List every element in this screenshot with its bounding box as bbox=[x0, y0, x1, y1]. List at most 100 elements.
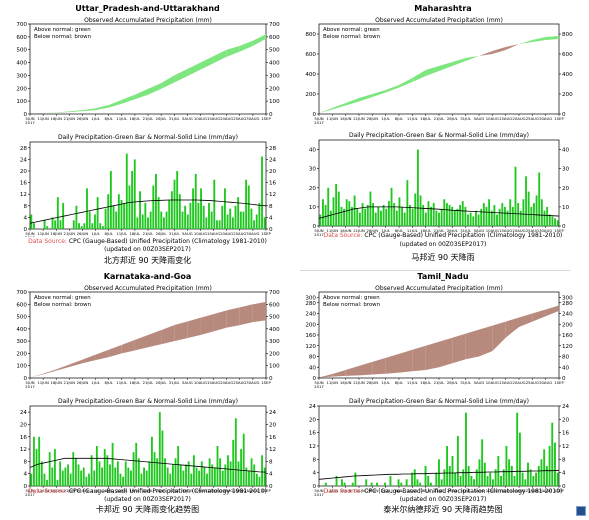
daily-bar bbox=[139, 191, 141, 229]
data-source-text: CPC (Gauge-Based) Unified Precipitation … bbox=[68, 238, 267, 245]
chart-uttar: Observed Accumulated Precipitation (mm) A… bbox=[16, 17, 280, 237]
daily-bar bbox=[46, 226, 49, 229]
accum-above-segment bbox=[43, 112, 57, 114]
accum-title: Observed Accumulated Precipitation (mm) bbox=[375, 17, 503, 24]
x-tick-label: 1SEP bbox=[261, 231, 271, 236]
y-tick-label-right: 400 bbox=[269, 327, 280, 333]
y-tick-label-right: 0 bbox=[562, 376, 566, 382]
daily-bar bbox=[382, 204, 385, 226]
x-tick-label: 11JUN bbox=[37, 231, 49, 236]
daily-bar bbox=[112, 205, 115, 229]
x-tick-label-year: 2017 bbox=[314, 120, 324, 125]
y-tick-label: 24 bbox=[309, 404, 317, 410]
daily-bar bbox=[454, 472, 457, 486]
scroll-top-button[interactable] bbox=[576, 506, 586, 516]
x-tick-label: 6JUL bbox=[104, 380, 113, 385]
x-tick-label: 16JUL bbox=[420, 116, 432, 121]
y-tick-label-right: 400 bbox=[269, 61, 280, 67]
daily-bar bbox=[147, 217, 149, 229]
accum-above-segment bbox=[69, 110, 83, 113]
accum-below-segment bbox=[505, 44, 519, 50]
daily-bar bbox=[117, 194, 120, 229]
x-tick-label: 16JUN bbox=[340, 488, 352, 493]
x-tick-label: 20AUG bbox=[220, 231, 233, 236]
y-tick-label: 100 bbox=[16, 364, 27, 370]
accum-below-segment bbox=[95, 349, 109, 361]
daily-bar bbox=[354, 472, 357, 486]
accum-below-segment bbox=[412, 345, 426, 372]
x-tick-label-year: 2017 bbox=[25, 492, 35, 496]
daily-bar bbox=[453, 210, 456, 226]
data-source-label: Data Source: bbox=[323, 232, 363, 239]
y-tick-label-right: 280 bbox=[562, 301, 573, 307]
updated-note: (updated on 00Z03SEP2017) bbox=[399, 241, 487, 248]
y-tick-label: 12 bbox=[309, 444, 316, 450]
daily-bar bbox=[103, 449, 106, 486]
daily-bar bbox=[250, 208, 253, 229]
daily-bar bbox=[535, 195, 538, 226]
accum-above-segment bbox=[345, 98, 359, 106]
daily-bar bbox=[263, 467, 266, 486]
daily-bar bbox=[198, 470, 201, 486]
daily-bar bbox=[104, 208, 107, 229]
accum-below-segment bbox=[239, 304, 253, 326]
divider bbox=[300, 270, 570, 271]
daily-bar bbox=[234, 205, 237, 229]
x-tick-label: 6JUL bbox=[104, 231, 113, 236]
x-tick-label: 1SEP bbox=[554, 380, 564, 385]
daily-title: Daily Precipitation-Green Bar & Normal-S… bbox=[58, 398, 238, 405]
y-tick-label: 200 bbox=[16, 351, 27, 357]
y-tick-label-right: 0 bbox=[269, 112, 273, 118]
x-tick-label: 11JUL bbox=[116, 380, 128, 385]
y-tick-label: 20 bbox=[20, 169, 28, 175]
daily-bar bbox=[202, 205, 205, 229]
x-tick-label: 1SEP bbox=[554, 228, 564, 233]
accum-above-segment bbox=[121, 94, 135, 104]
y-tick-label: 16 bbox=[20, 435, 28, 441]
y-tick-label-right: 12 bbox=[562, 444, 569, 450]
x-tick-label: 6JUL bbox=[104, 488, 113, 493]
daily-bar bbox=[329, 210, 332, 226]
daily-bar bbox=[430, 206, 433, 226]
daily-bar bbox=[182, 470, 185, 486]
daily-bar bbox=[477, 214, 480, 226]
panel-uttar: Uttar_Pradesh-and-Uttarakhand Observed A… bbox=[0, 0, 295, 270]
daily-bar bbox=[192, 188, 195, 229]
legend-below: Below normal: brown bbox=[323, 34, 380, 40]
daily-bar bbox=[472, 216, 475, 226]
daily-bar bbox=[237, 197, 240, 229]
x-tick-label: 5AUG bbox=[474, 228, 485, 233]
daily-bar bbox=[80, 226, 83, 229]
x-tick-label: 5AUG bbox=[182, 380, 193, 385]
x-tick-label: 11JUN bbox=[327, 380, 339, 385]
data-source-text: CPC (Gauge-Based) Unified Precipitation … bbox=[68, 488, 267, 495]
x-tick-label: 25AUG bbox=[233, 231, 246, 236]
daily-bar bbox=[440, 479, 443, 486]
y-tick-label-right: 300 bbox=[562, 295, 573, 301]
accum-above-segment bbox=[82, 108, 96, 112]
daily-bar bbox=[114, 467, 117, 486]
x-tick-label: 20AUG bbox=[512, 228, 525, 233]
accum-below-segment bbox=[492, 321, 506, 352]
daily-bar bbox=[543, 210, 546, 226]
accum-above-segment bbox=[412, 70, 426, 82]
daily-bar bbox=[465, 412, 467, 486]
y-tick-label: 24 bbox=[20, 410, 28, 416]
x-tick-label: 21JUL bbox=[143, 488, 155, 493]
daily-bar bbox=[514, 166, 517, 226]
x-tick-label: 6JUL bbox=[395, 228, 404, 233]
daily-bar bbox=[155, 173, 157, 229]
x-tick-label: 20AUG bbox=[220, 380, 233, 385]
x-tick-label: 5JUN bbox=[314, 380, 323, 385]
x-tick-label: 21JUN bbox=[64, 380, 76, 385]
x-tick-label: 11JUL bbox=[116, 231, 128, 236]
daily-bar bbox=[438, 212, 440, 226]
daily-bar bbox=[372, 203, 374, 226]
x-tick-label: 11JUL bbox=[407, 228, 419, 233]
daily-bar bbox=[509, 199, 512, 226]
x-tick-label: 5AUG bbox=[182, 116, 193, 121]
y-tick-label-right: 80 bbox=[562, 355, 570, 361]
x-tick-label: 31JUL bbox=[460, 380, 472, 385]
data-source: Data Source: CPC (Gauge-Based) Unified P… bbox=[297, 488, 589, 495]
daily-bar bbox=[530, 206, 533, 226]
